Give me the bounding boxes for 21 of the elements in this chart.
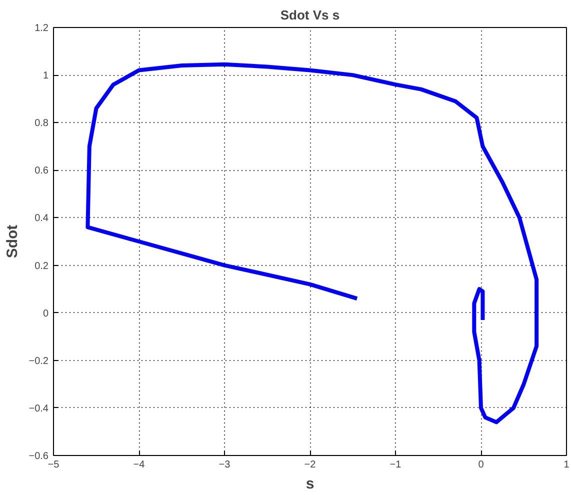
x-tick-label: −3 (218, 460, 231, 470)
y-tick-label: 1.2 (34, 23, 49, 34)
y-tick-label: 1 (42, 70, 49, 82)
y-tick-label: −0.4 (28, 403, 49, 414)
y-tick-label: −0.2 (28, 356, 49, 367)
chart-title: Sdot Vs s (280, 8, 340, 22)
x-tick-label: −2 (304, 460, 316, 470)
y-tick-label: −0.6 (28, 451, 49, 462)
line-series (86, 62, 539, 424)
y-axis-title: Sdot (4, 224, 21, 258)
x-tick-label: 0 (478, 460, 484, 470)
x-tick-label: −5 (48, 460, 60, 470)
y-tick-label: 0.8 (34, 118, 49, 130)
x-axis-title: s (306, 476, 314, 492)
y-tick-label: 0.6 (34, 166, 49, 177)
x-tick-label: 1 (564, 460, 570, 470)
y-tick-label: 0 (42, 308, 49, 320)
y-tick-label: 0.2 (34, 260, 49, 272)
x-tick-label: −4 (133, 460, 146, 470)
x-tick-label: −1 (390, 460, 402, 470)
y-tick-label: 0.4 (34, 213, 49, 224)
